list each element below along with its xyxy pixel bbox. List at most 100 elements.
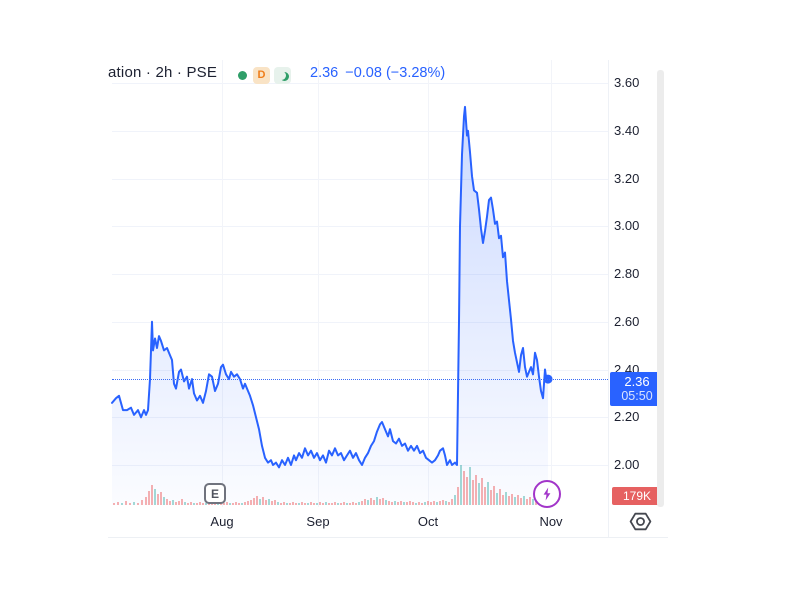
volume-bar xyxy=(379,499,381,505)
volume-bar xyxy=(166,499,168,505)
grid-line-vertical xyxy=(318,60,319,507)
volume-bar xyxy=(154,489,156,505)
grid-line-horizontal xyxy=(112,369,608,371)
volume-bar xyxy=(370,498,372,505)
current-price-value: 2.36 xyxy=(624,374,650,390)
volume-bar xyxy=(137,503,139,505)
grid-line-horizontal xyxy=(112,321,608,323)
volume-bar xyxy=(355,503,357,505)
volume-bar xyxy=(175,502,177,505)
price-tick-label: 2.60 xyxy=(614,313,640,329)
volume-bar xyxy=(262,497,264,505)
volume-bar xyxy=(376,497,378,505)
symbol-title[interactable]: ation · 2h · PSE xyxy=(108,64,218,81)
earnings-marker[interactable]: E xyxy=(204,483,226,504)
volume-bar xyxy=(196,503,198,505)
settings-nut-icon[interactable] xyxy=(628,509,653,534)
volume-bar xyxy=(274,500,276,505)
market-status-dot-icon[interactable] xyxy=(238,70,247,80)
volume-bar xyxy=(316,503,318,505)
volume-bar xyxy=(421,503,423,505)
quote-readout: 2.36 −0.08 (−3.28%) xyxy=(310,65,445,81)
volume-bar xyxy=(322,503,324,505)
volume-bar xyxy=(181,499,183,505)
volume-bar xyxy=(113,503,115,505)
volume-bar xyxy=(508,496,510,505)
volume-bar xyxy=(292,502,294,505)
volume-bar xyxy=(271,501,273,505)
grid-line-vertical xyxy=(428,60,429,507)
volume-bar xyxy=(331,503,333,505)
volume-bar xyxy=(352,502,354,505)
volume-bar xyxy=(163,497,165,505)
volume-bar xyxy=(403,502,405,505)
scrollbar-thumb[interactable] xyxy=(657,70,664,507)
volume-bar xyxy=(436,502,438,505)
volume-bar xyxy=(298,503,300,505)
price-tick-label: 2.80 xyxy=(614,266,640,281)
volume-bar xyxy=(172,500,174,505)
volume-bar xyxy=(520,498,522,505)
price-tick-label: 3.40 xyxy=(614,122,640,138)
grid-line-vertical xyxy=(551,60,552,507)
delayed-data-icon[interactable]: D xyxy=(253,66,270,84)
boost-button[interactable] xyxy=(533,480,561,508)
volume-bar xyxy=(310,502,312,505)
market-closed-moon-icon[interactable] xyxy=(274,66,291,84)
volume-bar xyxy=(277,502,279,505)
volume-bar xyxy=(529,497,531,505)
volume-bar xyxy=(295,503,297,505)
volume-bar xyxy=(178,501,180,505)
time-tick-label: Sep xyxy=(306,514,330,529)
volume-bar xyxy=(141,500,143,505)
volume-bar xyxy=(412,502,414,505)
volume-bar xyxy=(427,501,429,505)
grid-line-horizontal xyxy=(112,130,608,132)
volume-bar xyxy=(385,500,387,505)
volume-bar xyxy=(117,502,119,505)
volume-bar xyxy=(442,500,444,505)
volume-bar xyxy=(493,486,495,505)
price-tick-label: 3.20 xyxy=(614,170,640,186)
volume-bar xyxy=(250,500,252,505)
volume-bar xyxy=(388,501,390,505)
current-price-line xyxy=(112,379,608,381)
grid-line-vertical xyxy=(222,60,223,507)
volume-bar xyxy=(478,483,480,505)
price-axis-divider xyxy=(608,60,609,537)
volume-bar xyxy=(430,502,432,505)
time-tick-label: Aug xyxy=(210,514,234,529)
volume-bar xyxy=(328,503,330,505)
area-fill xyxy=(112,106,548,506)
volume-bar xyxy=(160,492,162,505)
volume-bar xyxy=(439,501,441,505)
volume-bar xyxy=(169,501,171,505)
volume-bar xyxy=(409,501,411,505)
price-tick-label: 2.20 xyxy=(614,409,640,425)
volume-bar xyxy=(361,501,363,505)
current-price-label: 2.36 05:50 xyxy=(610,372,664,407)
volume-bar xyxy=(418,502,420,505)
volume-bar xyxy=(397,502,399,505)
volume-bar xyxy=(129,503,131,505)
volume-bar xyxy=(226,502,228,505)
volume-bar xyxy=(265,500,267,505)
volume-bar xyxy=(319,502,321,505)
last-price: 2.36 xyxy=(310,65,339,81)
volume-bar xyxy=(469,467,471,505)
volume-bar xyxy=(406,502,408,505)
market-status-icons: D xyxy=(238,66,291,84)
price-tick-label: 2.00 xyxy=(614,457,640,472)
volume-bar xyxy=(151,485,153,505)
volume-bar xyxy=(187,503,189,505)
volume-bar xyxy=(451,499,453,505)
widget-bottom-divider xyxy=(108,537,668,538)
volume-bar xyxy=(268,499,270,505)
volume-bar xyxy=(125,501,127,505)
volume-bar xyxy=(232,503,234,505)
volume-bar xyxy=(343,502,345,505)
price-change: −0.08 (−3.28%) xyxy=(345,65,446,81)
volume-bar xyxy=(496,493,498,505)
